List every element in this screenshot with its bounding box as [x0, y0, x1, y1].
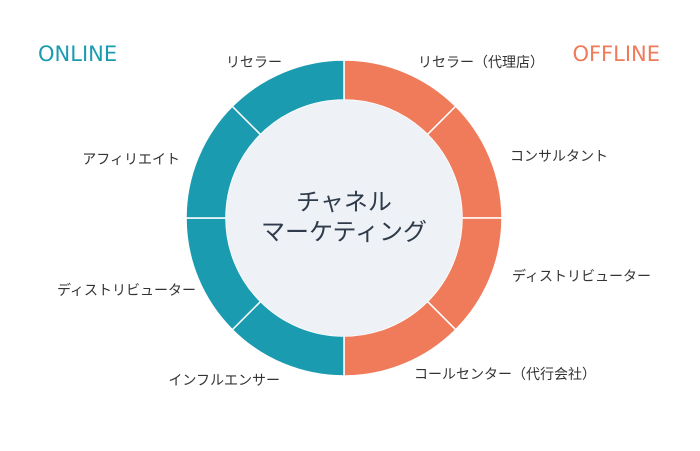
online-title: ONLINE [38, 42, 117, 66]
offline-title: OFFLINE [572, 42, 660, 66]
center-text: チャネル [296, 188, 392, 216]
online-label: ディストリビューター [57, 282, 196, 299]
center-text: マーケティング [261, 218, 427, 246]
offline-label: コンサルタント [510, 149, 608, 165]
online-label: アフィリエイト [82, 152, 180, 168]
offline-label: リセラー（代理店） [418, 55, 544, 71]
online-label: リセラー [226, 55, 282, 71]
offline-label: コールセンター（代行会社） [414, 367, 596, 383]
online-label: インフルエンサー [168, 373, 280, 389]
center-circle [226, 100, 462, 336]
offline-label: ディストリビューター [512, 268, 651, 285]
ring [185, 59, 503, 377]
